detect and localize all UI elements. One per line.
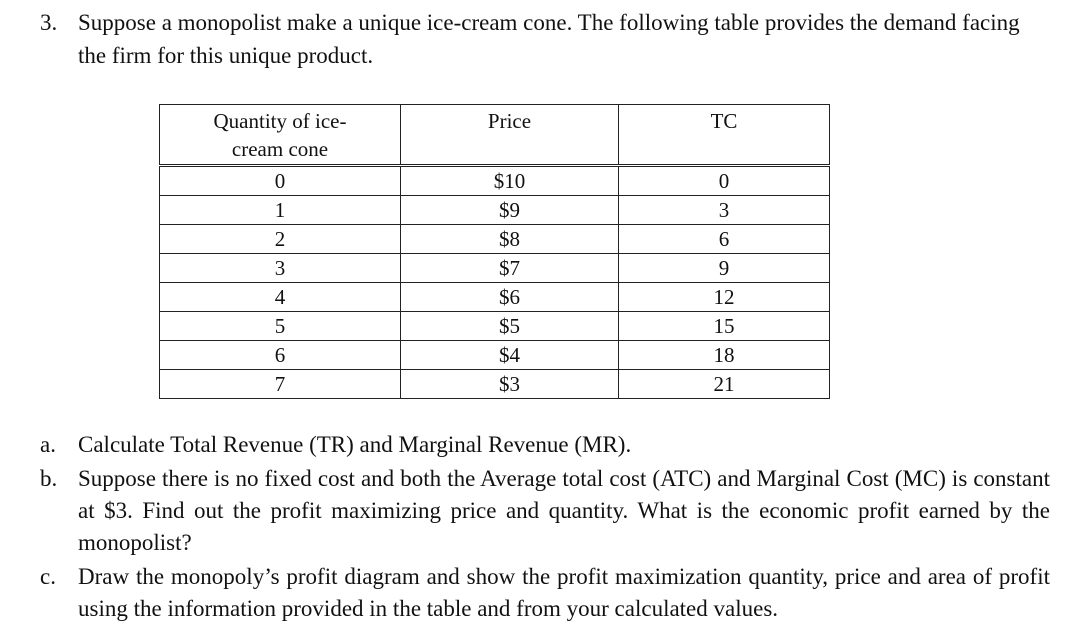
demand-table: Quantity of ice-cream cone Price TC 0 $1…: [159, 104, 830, 399]
table-row: 6 $4 18: [159, 340, 830, 370]
header-quantity: Quantity of ice-cream cone: [159, 104, 401, 166]
question-number: 3.: [40, 10, 58, 35]
part-a: a. Calculate Total Revenue (TR) and Marg…: [40, 429, 1050, 461]
question-text: Suppose a monopolist make a unique ice-c…: [78, 10, 1020, 68]
cell-price: $6: [400, 282, 619, 312]
cell-price: $4: [400, 340, 619, 370]
cell-quantity: 2: [159, 224, 401, 254]
part-b: b. Suppose there is no fixed cost and bo…: [40, 463, 1050, 559]
cell-tc: 21: [618, 369, 830, 399]
cell-tc: 18: [618, 340, 830, 370]
cell-quantity: 6: [159, 340, 401, 370]
table-row: 0 $10 0: [159, 164, 830, 196]
table-row: 3 $7 9: [159, 253, 830, 283]
table-row: 4 $6 12: [159, 282, 830, 312]
cell-quantity: 7: [159, 369, 401, 399]
cell-price: $5: [400, 311, 619, 341]
cell-tc: 3: [618, 195, 830, 225]
table-row: 7 $3 21: [159, 369, 830, 399]
cell-quantity: 3: [159, 253, 401, 283]
header-price: Price: [400, 104, 619, 166]
cell-quantity: 1: [159, 195, 401, 225]
cell-quantity: 5: [159, 311, 401, 341]
cell-tc: 12: [618, 282, 830, 312]
cell-price: $9: [400, 195, 619, 225]
cell-price: $10: [400, 164, 619, 196]
cell-price: $8: [400, 224, 619, 254]
cell-price: $3: [400, 369, 619, 399]
part-text: Draw the monopoly’s profit diagram and s…: [78, 564, 1050, 621]
part-text: Suppose there is no fixed cost and both …: [78, 466, 1050, 555]
part-letter: c.: [40, 564, 56, 589]
question-3: 3. Suppose a monopolist make a unique ic…: [40, 6, 1050, 72]
table-row: 1 $9 3: [159, 195, 830, 225]
header-tc: TC: [618, 104, 830, 166]
cell-tc: 6: [618, 224, 830, 254]
cell-price: $7: [400, 253, 619, 283]
cell-quantity: 4: [159, 282, 401, 312]
cell-tc: 9: [618, 253, 830, 283]
part-c: c. Draw the monopoly’s profit diagram an…: [40, 561, 1050, 625]
table-row: 2 $8 6: [159, 224, 830, 254]
part-letter: a.: [40, 432, 56, 457]
part-text: Calculate Total Revenue (TR) and Margina…: [78, 432, 632, 457]
question-parts: a. Calculate Total Revenue (TR) and Marg…: [40, 429, 1050, 627]
cell-quantity: 0: [159, 164, 401, 196]
cell-tc: 15: [618, 311, 830, 341]
cell-tc: 0: [618, 164, 830, 196]
table-header-row: Quantity of ice-cream cone Price TC: [159, 104, 830, 166]
part-letter: b.: [40, 466, 58, 491]
table-row: 5 $5 15: [159, 311, 830, 341]
